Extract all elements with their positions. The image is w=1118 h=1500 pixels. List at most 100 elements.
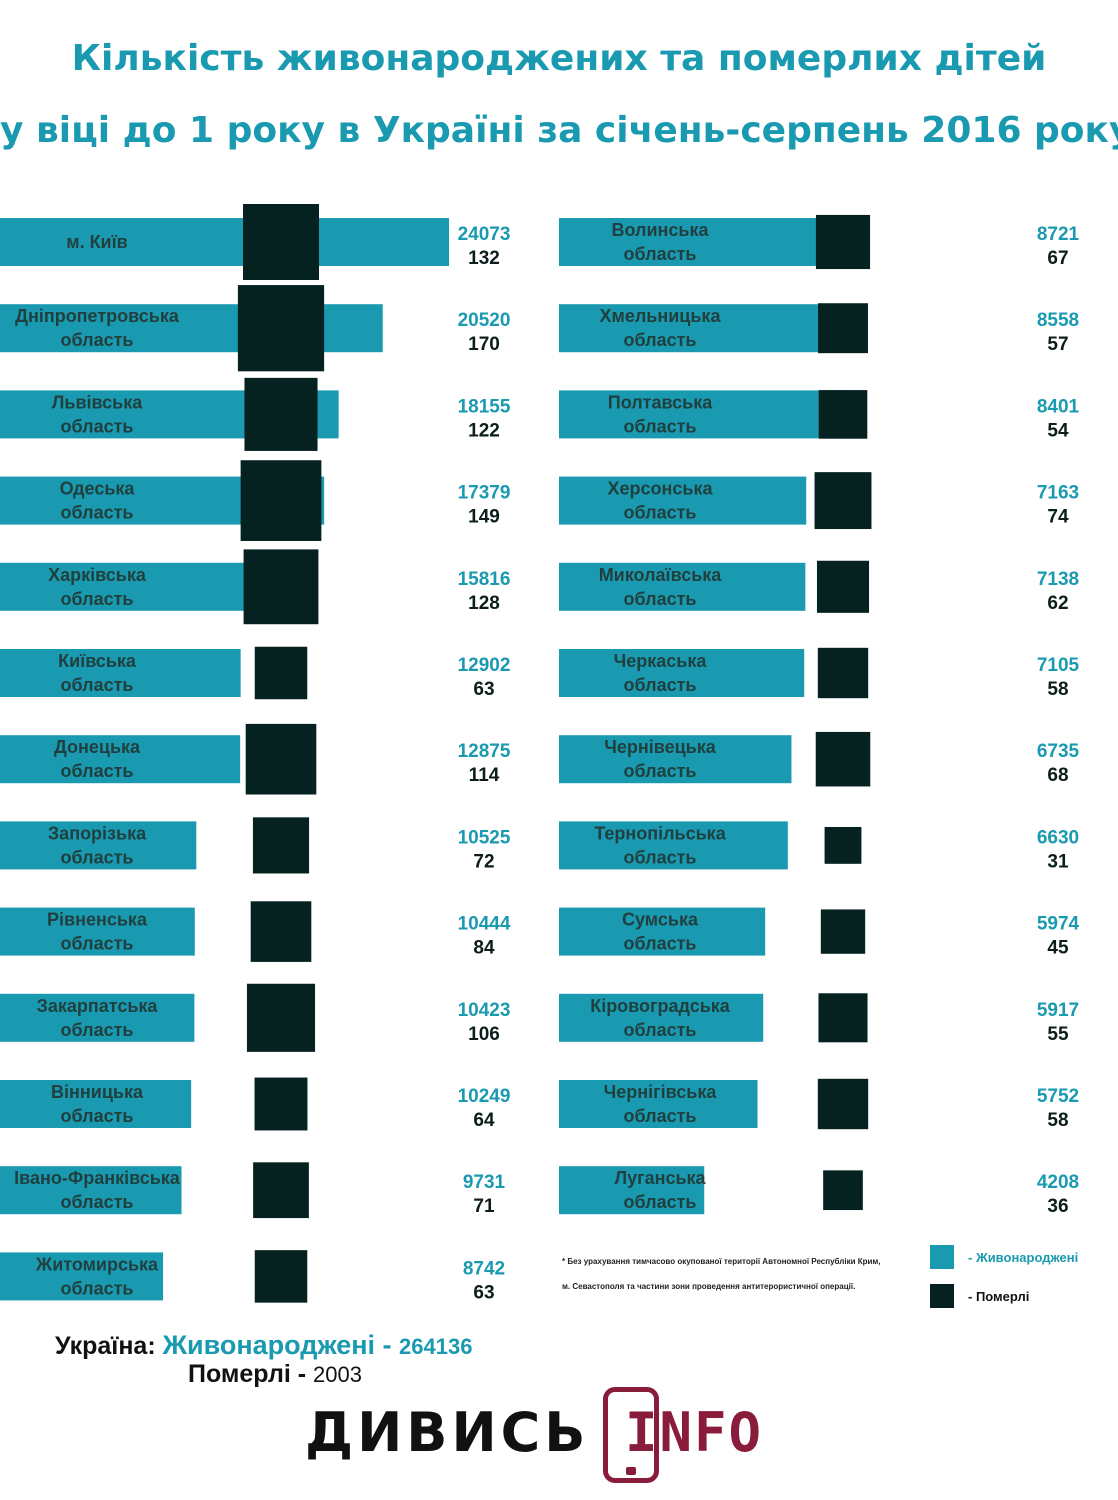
region-label: область <box>623 847 696 867</box>
died-square <box>815 731 871 787</box>
died-value-label: 62 <box>1047 593 1068 614</box>
died-value-label: 170 <box>468 334 500 355</box>
died-value-label: 84 <box>473 938 495 959</box>
born-value-label: 5752 <box>1037 1086 1079 1107</box>
died-value-label: 54 <box>1047 420 1069 441</box>
born-value-label: 7138 <box>1037 569 1079 590</box>
died-square <box>243 549 319 625</box>
died-square <box>252 817 310 874</box>
died-square <box>254 1077 308 1131</box>
born-bar <box>559 562 806 611</box>
died-value-label: 58 <box>1047 1110 1068 1131</box>
region-label: Одеська <box>60 479 136 499</box>
legend-died-swatch <box>930 1284 954 1308</box>
died-value-label: 68 <box>1047 765 1068 786</box>
born-value-label: 18155 <box>458 396 511 417</box>
region-label: область <box>623 416 696 436</box>
died-value-label: 71 <box>473 1196 495 1217</box>
region-label: Донецька <box>54 737 141 757</box>
died-square <box>818 390 868 439</box>
region-label: Харківська <box>48 565 147 585</box>
phone-button-icon <box>626 1467 636 1475</box>
summary-died-label: Померлі - <box>188 1360 313 1388</box>
died-value-label: 31 <box>1047 851 1069 872</box>
region-label: Сумська <box>622 910 699 930</box>
born-bar <box>559 304 855 353</box>
dyvys-info-logo: ДИВИСЬ INFO <box>305 1385 785 1490</box>
born-value-label: 20520 <box>458 310 511 331</box>
summary-died-value: 2003 <box>313 1362 362 1387</box>
died-square <box>253 1162 309 1219</box>
region-label: область <box>60 1106 133 1126</box>
region-label: Черкаська <box>614 651 708 671</box>
region-label: Луганська <box>614 1168 706 1188</box>
legend-died: - Померлі <box>930 1284 1029 1308</box>
region-label: область <box>623 1192 696 1212</box>
region-label: Миколаївська <box>599 565 723 585</box>
born-value-label: 5917 <box>1037 1000 1079 1021</box>
born-value-label: 7163 <box>1037 483 1079 504</box>
born-value-label: 4208 <box>1037 1172 1079 1193</box>
born-value-label: 8742 <box>463 1258 505 1279</box>
footnote-line-2: м. Севастополя та частини зони проведенн… <box>562 1282 856 1291</box>
born-bar <box>0 821 197 870</box>
born-bar <box>0 1252 164 1301</box>
region-label: область <box>623 330 696 350</box>
died-square <box>824 826 862 864</box>
born-value-label: 8558 <box>1037 310 1079 331</box>
died-square <box>245 723 317 795</box>
region-label: область <box>623 761 696 781</box>
region-label: Київська <box>58 651 137 671</box>
region-label: область <box>623 675 696 695</box>
born-bar <box>0 907 195 956</box>
died-value-label: 63 <box>473 679 494 700</box>
region-label: область <box>60 1192 133 1212</box>
died-value-label: 74 <box>1047 507 1069 528</box>
region-label: область <box>60 589 133 609</box>
region-label: область <box>60 1020 133 1040</box>
died-square <box>816 560 870 613</box>
born-bar <box>559 218 860 266</box>
region-label: Івано-Франківська <box>14 1168 181 1188</box>
region-label: Чернівецька <box>604 737 717 757</box>
region-label: Кіровоградська <box>590 996 731 1016</box>
died-square <box>817 1078 869 1130</box>
died-square <box>820 909 866 954</box>
died-value-label: 72 <box>473 851 494 872</box>
region-label: Херсонська <box>608 479 714 499</box>
died-square <box>814 472 872 530</box>
summary-born-value: 264136 <box>399 1334 473 1359</box>
region-label: Вінницька <box>51 1082 144 1102</box>
died-value-label: 67 <box>1047 248 1068 269</box>
region-label: область <box>623 244 696 264</box>
died-value-label: 106 <box>468 1024 500 1045</box>
region-label: область <box>60 761 133 781</box>
phone-icon <box>603 1387 659 1483</box>
died-value-label: 45 <box>1047 938 1069 959</box>
born-value-label: 7105 <box>1037 655 1080 676</box>
region-label: область <box>623 1106 696 1126</box>
region-label: Хмельницька <box>600 306 722 326</box>
summary-born-line: Україна: Живонароджені - 264136 <box>55 1330 472 1361</box>
born-bar <box>559 649 805 697</box>
legend-born: - Живонароджені <box>930 1245 1078 1269</box>
died-square <box>244 377 318 451</box>
born-value-label: 10444 <box>458 914 511 935</box>
region-label: область <box>623 589 696 609</box>
died-value-label: 114 <box>469 765 500 786</box>
legend-born-swatch <box>930 1245 954 1269</box>
region-label: область <box>60 675 133 695</box>
died-square <box>250 901 312 962</box>
region-label: Рівненська <box>47 910 148 930</box>
born-value-label: 10249 <box>458 1086 511 1107</box>
born-value-label: 5974 <box>1037 914 1080 935</box>
born-bar <box>559 821 788 870</box>
died-value-label: 64 <box>473 1110 495 1131</box>
died-value-label: 122 <box>468 420 500 441</box>
died-value-label: 128 <box>468 593 500 614</box>
chart-title-line-2: у віці до 1 року в Україні за січень-сер… <box>0 110 1118 151</box>
region-label: область <box>623 503 696 523</box>
chart-title-line-1: Кількість живонароджених та померлих діт… <box>71 38 1047 79</box>
died-value-label: 149 <box>468 507 500 528</box>
born-value-label: 24073 <box>458 224 511 245</box>
